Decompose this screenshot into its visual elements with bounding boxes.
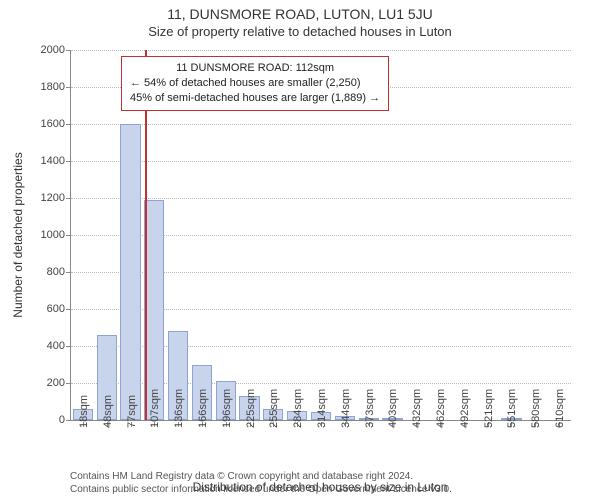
histogram-bar bbox=[120, 124, 140, 420]
annotation-line: 45% of semi-detached houses are larger (… bbox=[130, 91, 380, 106]
y-axis-label: Number of detached properties bbox=[11, 152, 25, 317]
histogram-bar bbox=[144, 200, 164, 420]
annotation-line: ← 54% of detached houses are smaller (2,… bbox=[130, 76, 380, 91]
page-title: 11, DUNSMORE ROAD, LUTON, LU1 5JU bbox=[0, 0, 600, 22]
y-tick bbox=[66, 420, 71, 421]
attribution-line-2: Contains public sector information licen… bbox=[70, 483, 452, 496]
annotation-box: 11 DUNSMORE ROAD: 112sqm← 54% of detache… bbox=[121, 56, 389, 111]
attribution-line-1: Contains HM Land Registry data © Crown c… bbox=[70, 470, 452, 483]
attribution-footer: Contains HM Land Registry data © Crown c… bbox=[70, 470, 452, 496]
plot-area: 020040060080010001200140016001800200018s… bbox=[70, 50, 570, 420]
y-tick-label: 1800 bbox=[5, 81, 65, 93]
y-tick-label: 0 bbox=[5, 414, 65, 426]
annotation-line: 11 DUNSMORE ROAD: 112sqm bbox=[130, 61, 380, 76]
y-tick-label: 1600 bbox=[5, 118, 65, 130]
chart-container: 11, DUNSMORE ROAD, LUTON, LU1 5JU Size o… bbox=[0, 0, 600, 500]
y-tick-label: 400 bbox=[5, 340, 65, 352]
y-tick-label: 200 bbox=[5, 377, 65, 389]
y-tick-label: 2000 bbox=[5, 44, 65, 56]
chart-subtitle: Size of property relative to detached ho… bbox=[0, 22, 600, 39]
